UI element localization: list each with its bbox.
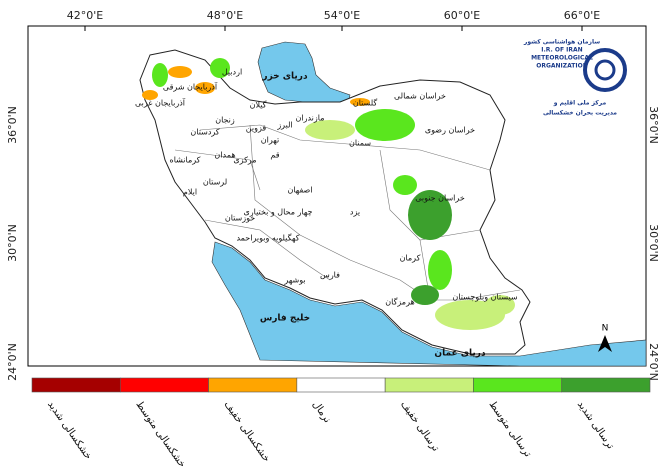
province-label: زنجان <box>215 116 235 125</box>
legend-label: خشکسالی شدید <box>45 399 93 462</box>
province-label: مرکزی <box>233 156 256 165</box>
legend-label: ترسالی متوسط <box>487 399 534 459</box>
province-label: اصفهان <box>287 186 312 195</box>
lat-label: 24°0'N <box>647 343 660 381</box>
province-label: قم <box>270 151 279 160</box>
water-label: خلیج فارس <box>260 314 310 324</box>
logo-caption: مدیریت بحران خشکسالی <box>543 110 617 117</box>
province-label: بوشهر <box>283 276 305 285</box>
province-label: آذربایجان غربی <box>135 98 186 108</box>
legend-swatch <box>119 377 209 393</box>
water-label: دریای خزر <box>261 72 308 82</box>
province-label: سمنان <box>349 139 371 148</box>
lon-label: 54°0'E <box>324 9 361 22</box>
lat-label: 36°0'N <box>6 106 19 144</box>
wet-patches <box>152 58 515 330</box>
legend-swatch <box>473 377 563 393</box>
logo-text: METEOROLOGICAL <box>531 55 593 62</box>
province-label: مازندران <box>296 114 325 123</box>
province-label: یزد <box>350 208 360 217</box>
lon-label: 48°0'E <box>207 9 244 22</box>
lat-label: 30°0'N <box>647 224 660 262</box>
legend-swatch <box>384 377 474 393</box>
legend-label: ترسالی شدید <box>575 399 616 451</box>
province-label: خوزستان <box>225 214 255 223</box>
province-label: اردبیل <box>222 68 242 77</box>
province-label: گیلان <box>250 100 267 110</box>
legend-swatch <box>561 377 651 393</box>
legend-label: ترسالی خفیف <box>398 399 441 454</box>
province-label: سیستان وبلوچستان <box>452 293 518 302</box>
dry-patches <box>142 66 370 106</box>
gulf-water <box>211 241 647 367</box>
province-label: ایلام <box>183 188 197 197</box>
logo <box>583 48 627 92</box>
province-label: چهار محال و بختیاری <box>244 208 313 217</box>
province-label: لرستان <box>203 178 227 187</box>
lat-label: 30°0'N <box>6 224 19 262</box>
province-label: خراسان رضوی <box>425 126 475 135</box>
legend-label: خشکسالی متوسط <box>133 399 187 470</box>
lon-label: 42°0'E <box>67 9 104 22</box>
logo-text: سازمان هواشناسی کشور <box>523 39 600 46</box>
lat-label: 36°0'N <box>647 106 660 144</box>
legend-swatch <box>31 377 121 393</box>
province-label: خراسان جنوبی <box>415 194 465 203</box>
lon-label: 66°0'E <box>564 9 601 22</box>
province-label: فارس <box>320 271 340 280</box>
province-label: خراسان شمالی <box>394 92 446 101</box>
legend-label: خشکسالی خفیف <box>222 399 272 464</box>
province-label: هرمزگان <box>385 297 414 307</box>
lon-label: 60°0'E <box>444 9 481 22</box>
province-label: کردستان <box>190 128 219 137</box>
province-label: همدان <box>214 151 235 160</box>
logo-caption: مرکز ملی اقلیم و <box>553 100 607 107</box>
logo-text: ORGANIZATION <box>536 63 588 70</box>
legend-swatch <box>296 377 386 393</box>
legend-swatch <box>208 377 298 393</box>
water-label: دریای عمان <box>434 349 486 359</box>
province-label: گلستان <box>353 98 378 108</box>
north-label: N <box>602 324 609 334</box>
logo-text: I.R. OF IRAN <box>541 47 582 54</box>
province-label: کهگیلویه وبویراحمد <box>236 233 299 243</box>
legend-label: نرمال <box>310 399 333 425</box>
north-arrow <box>598 335 612 352</box>
lat-label: 24°0'N <box>6 343 19 381</box>
province-borders <box>174 124 521 301</box>
province-label: قزوین <box>246 124 267 133</box>
province-label: تهران <box>261 136 279 145</box>
province-label: کرمان <box>400 254 421 263</box>
province-label: البرز <box>276 121 292 130</box>
province-label: کرمانشاه <box>170 156 201 165</box>
province-label: آذربایجان شرقی <box>163 82 218 92</box>
